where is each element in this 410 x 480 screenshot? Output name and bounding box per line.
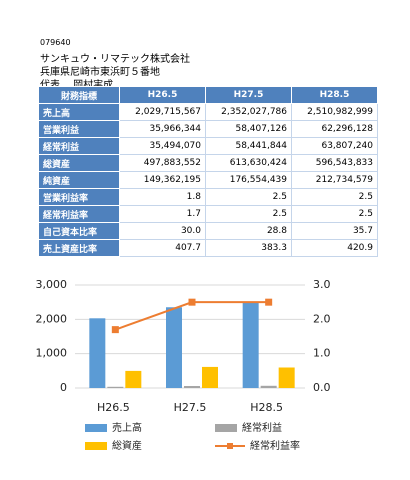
table-row: 純資産 149,362,195 176,554,439 212,734,579: [38, 171, 378, 189]
bar: [278, 367, 295, 388]
legend-swatch: [215, 424, 237, 432]
value-cell: 596,543,833: [291, 154, 378, 172]
bar: [184, 386, 200, 388]
legend-label: 経常利益: [242, 421, 282, 434]
header-row: 財務指標 H26.5 H27.5 H28.5: [38, 86, 378, 104]
line-marker: [188, 298, 196, 306]
bar: [107, 386, 124, 388]
y-tick-label: 3,000: [36, 278, 68, 291]
value-cell: 1.8: [119, 188, 206, 206]
y-tick-label: 1,000: [36, 347, 68, 360]
table-row: 経常利益率 1.7 2.5 2.5: [38, 205, 378, 223]
value-cell: 383.3: [205, 239, 292, 257]
bar: [89, 318, 106, 388]
y2-tick-label: 3.0: [313, 278, 331, 291]
value-cell: 176,554,439: [205, 171, 292, 189]
value-cell: 30.0: [119, 222, 206, 240]
bar: [166, 307, 182, 388]
value-cell: 58,441,844: [205, 137, 292, 155]
table-row: 自己資本比率 30.0 28.8 35.7: [38, 222, 378, 240]
representative: 代表 岡村実成: [40, 80, 114, 91]
chart: 0 1,000 2,000 3,000 0.0 1.0 2.0 3.0 H26.5 H27.5 H2…: [36, 278, 331, 452]
legend-marker: [227, 443, 233, 449]
bar: [202, 366, 218, 388]
value-cell: 35,966,344: [119, 120, 206, 138]
legend-swatch: [85, 424, 107, 432]
legend-label: 総資産: [112, 439, 142, 452]
row-label: 営業利益率: [38, 188, 120, 206]
legend-swatch: [85, 442, 107, 450]
address: 兵庫県尼崎市東浜町５番地: [40, 67, 160, 78]
bar: [260, 385, 277, 388]
y2-tick-label: 2.0: [313, 312, 331, 325]
bar: [125, 370, 142, 388]
line-marker: [111, 326, 119, 334]
value-cell: 28.8: [205, 222, 292, 240]
row-label: 総資産: [38, 154, 120, 172]
x-tick-label: H28.5: [250, 401, 283, 414]
value-cell: 35,494,070: [119, 137, 206, 155]
header-cell: H27.5: [205, 86, 292, 104]
table-row: 営業利益率 1.8 2.5 2.5: [38, 188, 378, 206]
value-cell: 35.7: [291, 222, 378, 240]
value-cell: 58,407,126: [205, 120, 292, 138]
legend-label: 経常利益率: [250, 439, 300, 452]
header-cell: H28.5: [291, 86, 378, 104]
company: サンキュウ・リマテック株式会社: [40, 54, 190, 65]
bar: [242, 301, 259, 388]
row-label: 自己資本比率: [38, 222, 120, 240]
y2-tick-label: 0.0: [313, 381, 331, 394]
row-label: 売上高: [38, 103, 120, 121]
value-cell: 212,734,579: [291, 171, 378, 189]
value-cell: 2.5: [291, 188, 378, 206]
value-cell: 2.5: [291, 205, 378, 223]
value-cell: 1.7: [119, 205, 206, 223]
row-label: 経常利益率: [38, 205, 120, 223]
financial-table: 財務指標 H26.5 H27.5 H28.5 売上高 2,029,715,567 2,352…: [38, 86, 378, 257]
table-row: 総資産 497,883,552 613,630,424 596,543,833: [38, 154, 378, 172]
table-row: 売上資産比率 407.7 383.3 420.9: [38, 239, 378, 257]
line-marker: [265, 298, 273, 306]
table-row: 営業利益 35,966,344 58,407,126 62,296,128: [38, 120, 378, 138]
header-cell: 財務指標: [38, 86, 120, 104]
value-cell: 2,029,715,567: [119, 103, 206, 121]
code: 079640: [40, 38, 71, 47]
x-tick-label: H26.5: [97, 401, 130, 414]
y2-tick-label: 1.0: [313, 347, 331, 360]
value-cell: 149,362,195: [119, 171, 206, 189]
table-row: 売上高 2,029,715,567 2,352,027,786 2,510,982,9…: [38, 103, 378, 121]
y-tick-label: 0: [60, 381, 67, 394]
row-label: 純資産: [38, 171, 120, 189]
row-label: 営業利益: [38, 120, 120, 138]
value-cell: 2.5: [205, 205, 292, 223]
legend-label: 売上高: [112, 421, 142, 434]
x-tick-label: H27.5: [174, 401, 207, 414]
value-cell: 62,296,128: [291, 120, 378, 138]
row-label: 売上資産比率: [38, 239, 120, 257]
value-cell: 420.9: [291, 239, 378, 257]
value-cell: 63,807,240: [291, 137, 378, 155]
table-row: 経常利益 35,494,070 58,441,844 63,807,240: [38, 137, 378, 155]
value-cell: 2,352,027,786: [205, 103, 292, 121]
value-cell: 613,630,424: [205, 154, 292, 172]
value-cell: 407.7: [119, 239, 206, 257]
header-cell: H26.5: [119, 86, 206, 104]
value-cell: 2,510,982,999: [291, 103, 378, 121]
y-tick-label: 2,000: [36, 312, 68, 325]
value-cell: 497,883,552: [119, 154, 206, 172]
value-cell: 2.5: [205, 188, 292, 206]
row-label: 経常利益: [38, 137, 120, 155]
